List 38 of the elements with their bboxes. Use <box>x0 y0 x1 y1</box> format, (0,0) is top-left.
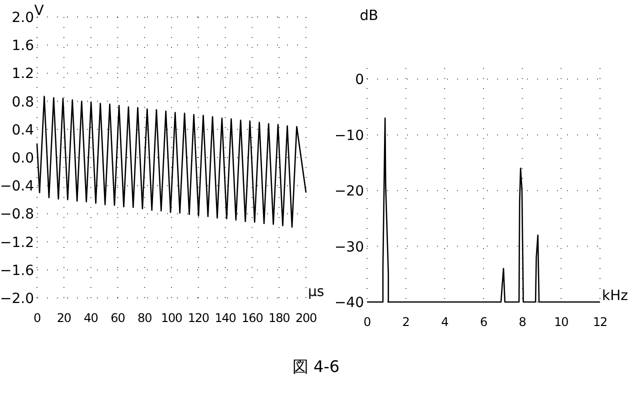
x-tick-label: 12 <box>592 315 608 329</box>
y-tick-label: 0.4 <box>12 122 34 138</box>
x-tick-label: 120 <box>188 311 209 325</box>
y-tick-label: −10 <box>334 128 364 144</box>
x-tick-label: 180 <box>268 311 290 325</box>
y-tick-label: −2.0 <box>0 291 34 307</box>
x-tick-label: 8 <box>518 315 526 329</box>
x-tick-label: 40 <box>84 311 98 325</box>
caption: 図 4-6 <box>292 357 340 376</box>
y-axis-title: V <box>34 3 44 19</box>
x-tick-label: 160 <box>242 311 263 325</box>
y-tick-label: −30 <box>334 239 364 256</box>
y-tick-label: 0 <box>355 72 364 88</box>
y-tick-label: −1.2 <box>0 234 34 251</box>
y-tick-label: 1.6 <box>12 38 34 54</box>
x-tick-label: 100 <box>160 311 182 325</box>
x-axis-title: kHz <box>602 288 628 304</box>
x-tick-label: 10 <box>554 315 568 329</box>
y-axis-title: dB <box>360 8 378 24</box>
x-tick-label: 20 <box>56 311 71 325</box>
line-series <box>36 96 307 228</box>
x-tick-label: 140 <box>214 311 236 325</box>
x-tick-label: 200 <box>295 311 317 325</box>
y-tick-label: −0.8 <box>0 206 34 223</box>
y-tick-label: 0.8 <box>12 94 34 110</box>
y-tick-label: −0.4 <box>0 178 34 195</box>
x-axis-title: μs <box>308 284 324 300</box>
y-tick-label: −1.6 <box>0 262 34 279</box>
y-tick-label: −20 <box>334 184 364 200</box>
y-tick-label: 0.0 <box>12 150 34 166</box>
x-tick-label: 60 <box>110 311 125 325</box>
y-tick-label: 1.2 <box>12 66 34 82</box>
x-tick-label: 80 <box>138 311 152 325</box>
y-tick-label: −40 <box>334 295 364 311</box>
x-tick-label: 6 <box>480 315 488 329</box>
x-tick-label: 4 <box>441 315 448 329</box>
x-tick-label: 2 <box>402 315 410 329</box>
y-tick-label: 2.0 <box>12 10 34 26</box>
